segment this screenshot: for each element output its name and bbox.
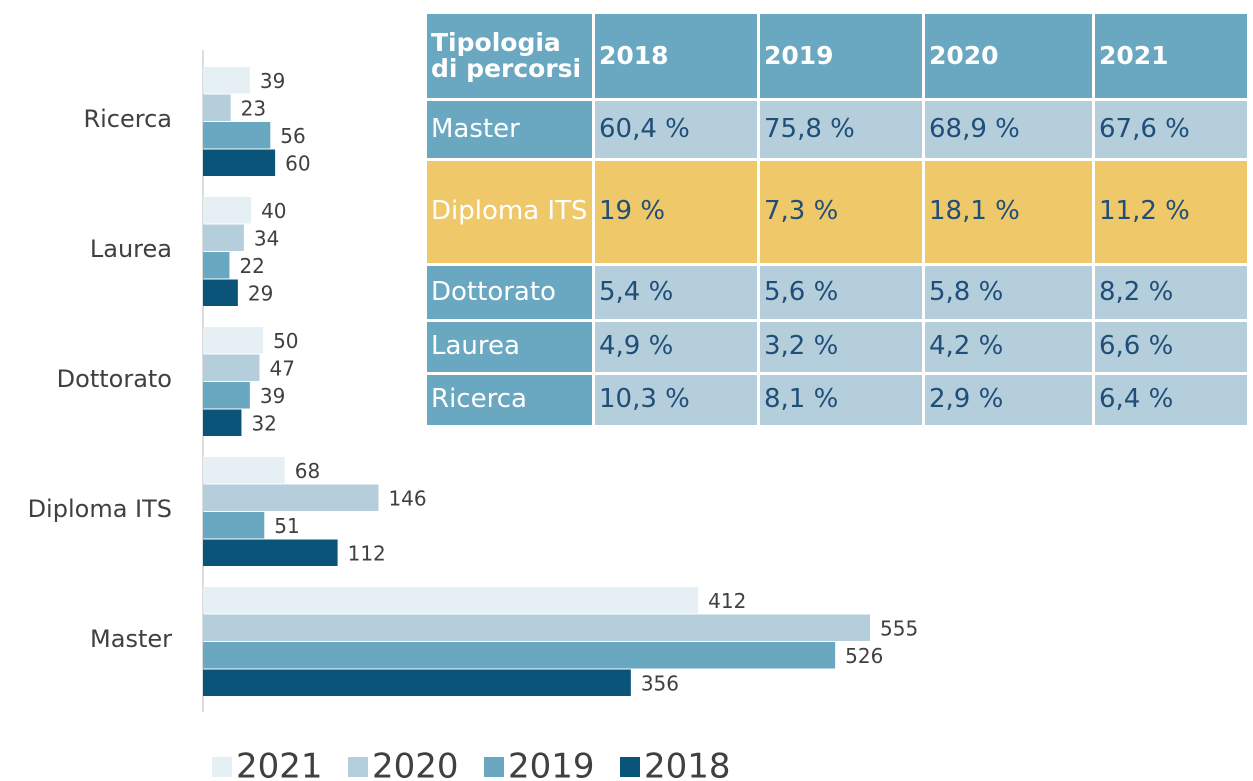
value-label: 146 [388, 486, 426, 510]
table-cell: 5,6 % [760, 266, 922, 319]
table-cell: 18,1 % [925, 161, 1092, 263]
value-label: 39 [260, 69, 285, 93]
value-label: 60 [285, 151, 310, 175]
value-label: 34 [254, 226, 279, 250]
value-label: 22 [239, 254, 264, 278]
value-label: 112 [348, 541, 386, 565]
value-label: 412 [708, 589, 746, 613]
value-label: 32 [251, 411, 276, 435]
bar [203, 94, 231, 121]
bar [203, 149, 276, 176]
table-cell: 19 % [595, 161, 757, 263]
bar [203, 642, 836, 669]
value-label: 68 [295, 459, 320, 483]
table-row: Master 60,4 % 75,8 % 68,9 % 67,6 % [427, 101, 1247, 158]
bar [203, 539, 338, 566]
value-label: 50 [273, 329, 298, 353]
table-cell: 10,3 % [595, 375, 757, 425]
table-row: Ricerca 10,3 % 8,1 % 2,9 % 6,4 % [427, 375, 1247, 425]
table-row: Tipologia di percorsi 2018 2019 2020 2021 [427, 14, 1247, 98]
table-cell: 11,2 % [1095, 161, 1247, 263]
bar [203, 252, 230, 279]
table-cell: Diploma ITS [427, 161, 592, 263]
legend-swatch [212, 757, 232, 777]
value-label: 29 [248, 281, 273, 305]
legend-label: 2020 [372, 747, 459, 781]
value-label: 51 [274, 514, 299, 538]
value-label: 56 [280, 124, 305, 148]
legend-label: 2019 [508, 747, 595, 781]
table-cell: Tipologia di percorsi [427, 14, 592, 98]
bar [203, 614, 870, 641]
value-label: 23 [241, 96, 266, 120]
table-cell: 60,4 % [595, 101, 757, 158]
legend-swatch [620, 757, 640, 777]
bar [203, 279, 238, 306]
bar [203, 409, 242, 436]
bar [203, 382, 250, 409]
value-label: 555 [880, 616, 918, 640]
table-cell: Master [427, 101, 592, 158]
table-cell: 68,9 % [925, 101, 1092, 158]
value-label: 356 [641, 671, 679, 695]
table-cell: 2020 [925, 14, 1092, 98]
table-cell: 3,2 % [760, 322, 922, 372]
table-cell: 6,6 % [1095, 322, 1247, 372]
value-label: 40 [261, 199, 286, 223]
table-row: Diploma ITS 19 % 7,3 % 18,1 % 11,2 % [427, 161, 1247, 263]
bar [203, 457, 285, 484]
table-cell: 8,2 % [1095, 266, 1247, 319]
category-label: Dottorato [57, 365, 172, 393]
legend-label: 2018 [644, 747, 731, 781]
table-cell: Dottorato [427, 266, 592, 319]
table-cell: 2019 [760, 14, 922, 98]
data-table: Tipologia di percorsi 2018 2019 2020 2021 Mas… [424, 11, 1250, 428]
bar [203, 197, 252, 224]
legend-swatch [484, 757, 504, 777]
table-cell: 8,1 % [760, 375, 922, 425]
table-cell: Laurea [427, 322, 592, 372]
category-label: Master [90, 625, 172, 653]
table-cell: 4,2 % [925, 322, 1092, 372]
bar [203, 587, 699, 614]
table-cell: 6,4 % [1095, 375, 1247, 425]
value-label: 39 [260, 384, 285, 408]
table-cell: 2021 [1095, 14, 1247, 98]
table-cell: 2,9 % [925, 375, 1092, 425]
bar [203, 354, 260, 381]
table-cell: 5,8 % [925, 266, 1092, 319]
bar [203, 327, 264, 354]
bar [203, 67, 250, 94]
bar [203, 512, 265, 539]
bar [203, 484, 379, 511]
bar [203, 669, 631, 696]
category-label: Laurea [90, 235, 172, 263]
table-cell: 4,9 % [595, 322, 757, 372]
legend-label: 2021 [236, 747, 323, 781]
table-cell: 75,8 % [760, 101, 922, 158]
value-label: 526 [845, 644, 883, 668]
table-cell: 2018 [595, 14, 757, 98]
value-label: 47 [269, 356, 294, 380]
category-label: Ricerca [83, 105, 172, 133]
bar [203, 122, 271, 149]
bar [203, 224, 244, 251]
table-cell: Ricerca [427, 375, 592, 425]
table-cell: 5,4 % [595, 266, 757, 319]
category-label: Diploma ITS [28, 495, 172, 523]
table-cell: 67,6 % [1095, 101, 1247, 158]
table-row: Laurea 4,9 % 3,2 % 4,2 % 6,6 % [427, 322, 1247, 372]
legend-swatch [348, 757, 368, 777]
table-cell: 7,3 % [760, 161, 922, 263]
table-row: Dottorato 5,4 % 5,6 % 5,8 % 8,2 % [427, 266, 1247, 319]
